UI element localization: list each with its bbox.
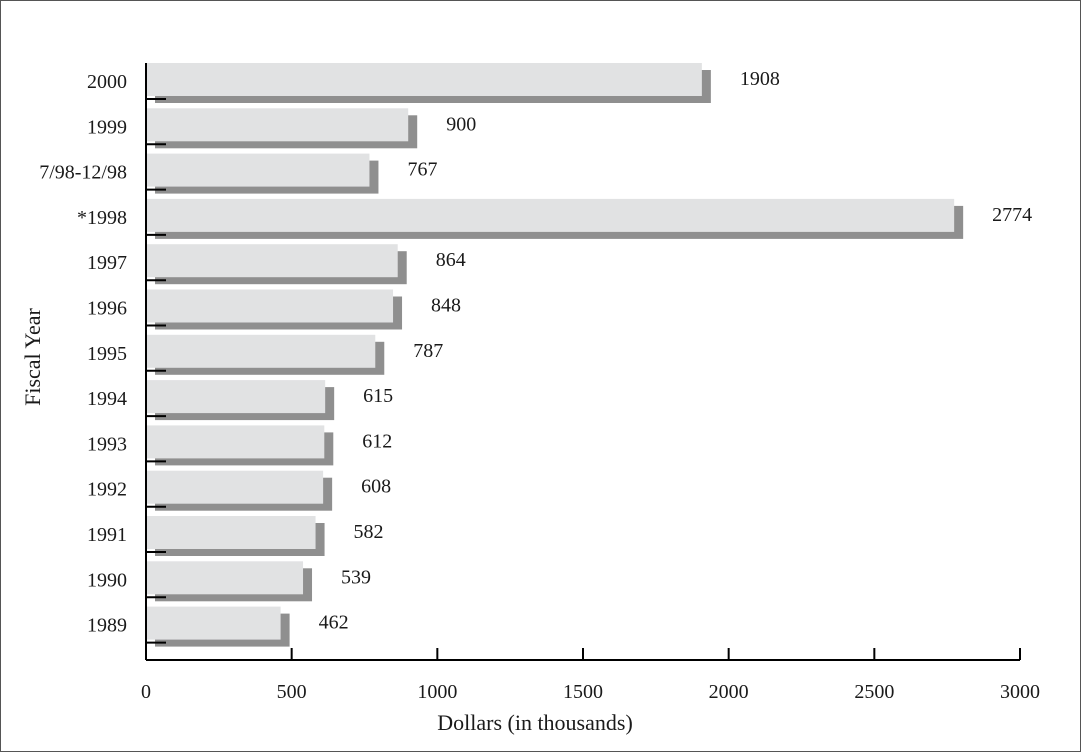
bar xyxy=(146,153,370,187)
y-tick-label: 1997 xyxy=(87,252,127,274)
y-tick-label: 1991 xyxy=(87,524,127,546)
data-label: 787 xyxy=(413,340,443,362)
y-tick-label: 2000 xyxy=(87,71,127,93)
data-label: 864 xyxy=(436,249,466,271)
y-tick-label: 1996 xyxy=(87,298,127,320)
bar xyxy=(146,289,394,323)
x-tick-label: 0 xyxy=(141,681,151,703)
bar xyxy=(146,108,409,142)
bars-layer xyxy=(146,63,964,647)
x-tick-label: 1000 xyxy=(417,681,457,703)
y-tick-label: 1993 xyxy=(87,433,127,455)
y-axis xyxy=(145,63,166,660)
x-axis-title: Dollars (in thousands) xyxy=(437,710,633,735)
y-tick-label: *1998 xyxy=(77,207,127,229)
x-axis xyxy=(145,648,1021,661)
data-label: 608 xyxy=(361,476,391,498)
bar xyxy=(146,561,304,595)
y-tick-label: 1995 xyxy=(87,343,127,365)
y-tick-label: 7/98-12/98 xyxy=(39,162,127,184)
x-tick-labels: 0 500 1000 1500 2000 2500 3000 xyxy=(141,681,1040,703)
x-tick-label: 3000 xyxy=(1000,681,1040,703)
data-label: 767 xyxy=(407,159,437,181)
bar xyxy=(146,606,281,640)
bar xyxy=(146,334,376,368)
data-label: 1908 xyxy=(740,68,780,90)
bar xyxy=(146,516,316,549)
data-label: 462 xyxy=(319,612,349,634)
data-label: 2774 xyxy=(992,204,1032,226)
y-tick-label: 1999 xyxy=(87,116,127,138)
bar xyxy=(146,425,325,459)
data-label: 900 xyxy=(446,113,476,135)
data-label: 615 xyxy=(363,385,393,407)
x-tick-label: 2500 xyxy=(854,681,894,703)
bar xyxy=(146,63,702,96)
y-tick-label: 1990 xyxy=(87,569,127,591)
data-labels: 1908 900 767 2774 864 848 787 615 612 608 582 539 46… xyxy=(319,68,1033,634)
y-tick-label: 1992 xyxy=(87,479,127,501)
bar xyxy=(146,198,955,232)
x-tick-label: 500 xyxy=(277,681,307,703)
y-tick-label: 1989 xyxy=(87,615,127,637)
y-tick-label: 1994 xyxy=(87,388,127,410)
data-label: 539 xyxy=(341,566,371,588)
bar xyxy=(146,380,326,414)
y-axis-title: Fiscal Year xyxy=(20,307,45,405)
x-tick-label: 2000 xyxy=(709,681,749,703)
data-label: 612 xyxy=(362,430,392,452)
data-label: 582 xyxy=(354,521,384,543)
x-tick-label: 1500 xyxy=(563,681,603,703)
bar xyxy=(146,470,324,504)
bar xyxy=(146,244,398,278)
y-tick-labels: 2000 1999 7/98-12/98 *1998 1997 1996 1995 1994 1… xyxy=(39,71,127,637)
data-label: 848 xyxy=(431,295,461,317)
